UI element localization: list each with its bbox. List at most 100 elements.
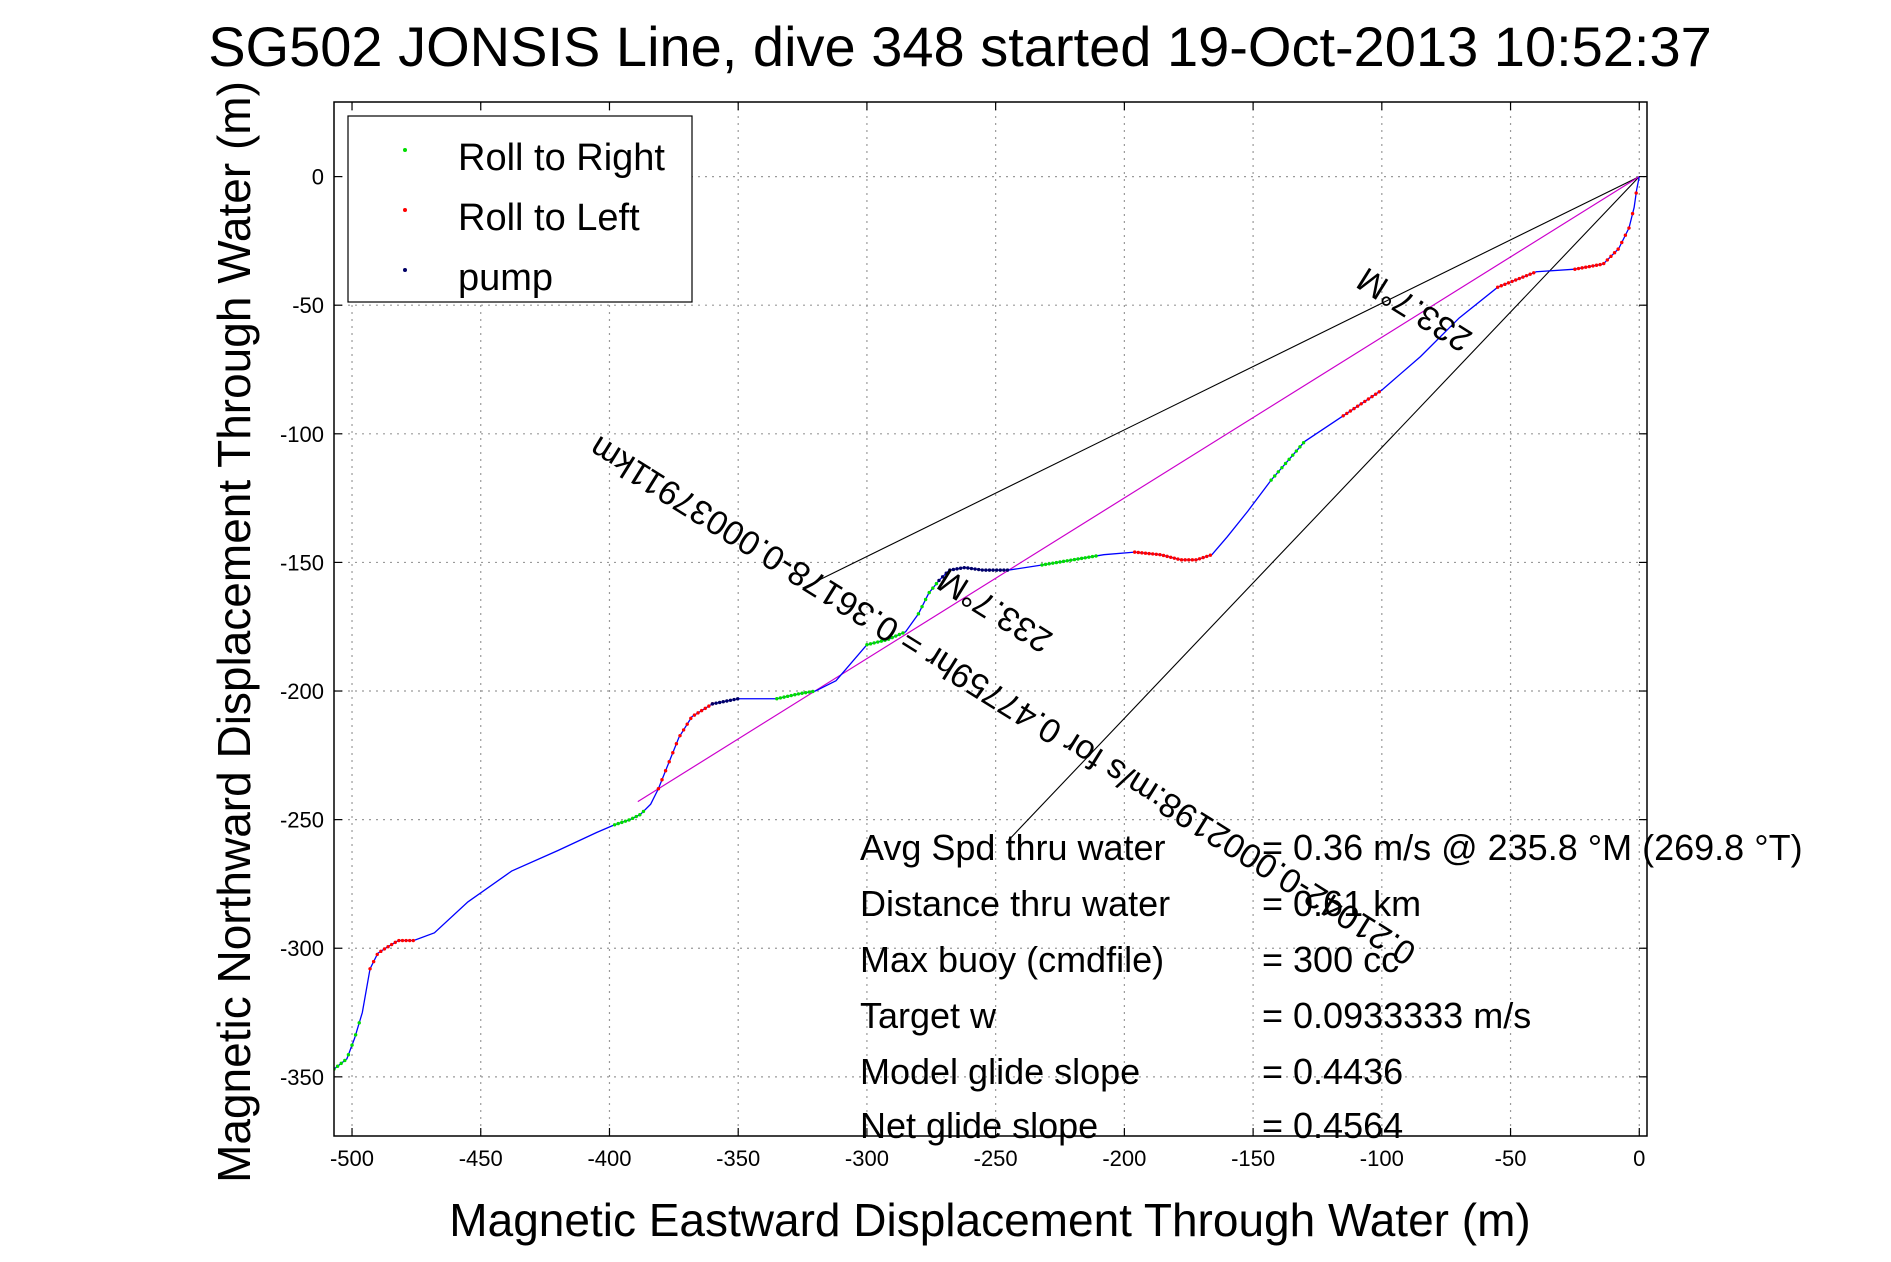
roll-left-point	[1355, 404, 1360, 408]
pump-point	[987, 568, 992, 572]
pump-point	[728, 698, 733, 702]
roll-left-point	[703, 706, 707, 711]
roll-right-point	[927, 590, 931, 595]
roll-left-point	[663, 769, 668, 773]
roll-left-point	[1620, 240, 1624, 245]
pump-point	[948, 568, 952, 572]
pump-point	[973, 567, 977, 571]
net-track-line	[637, 176, 1640, 803]
roll-left-point	[1370, 394, 1374, 399]
x-tick-label: -200	[1102, 1146, 1146, 1171]
roll-right-point	[1076, 557, 1080, 561]
roll-left-point	[1503, 282, 1507, 287]
envelope-line	[1008, 176, 1640, 841]
roll-right-point	[1087, 555, 1091, 559]
y-tick-label: -50	[292, 293, 324, 318]
pump-point	[1002, 568, 1006, 572]
stat-label: Max buoy (cmdfile)	[860, 939, 1164, 980]
roll-right-point	[886, 637, 891, 641]
roll-right-point	[1079, 556, 1084, 561]
y-tick-label: -150	[280, 550, 324, 575]
roll-right-point	[350, 1043, 354, 1047]
roll-left-point	[1154, 552, 1158, 556]
y-tick-label: -100	[280, 422, 324, 447]
y-tick-label: -300	[280, 936, 324, 961]
x-axis-ticks: -500 -450 -400 -350 -300 -250 -200 -150 -100 -50 0	[330, 102, 1645, 1171]
y-tick-label: 0	[312, 165, 324, 190]
roll-right-point	[872, 641, 876, 645]
roll-left-point	[1341, 414, 1345, 418]
roll-left-point	[1172, 556, 1177, 560]
roll-right-point	[1291, 453, 1295, 457]
roll-right-point	[879, 639, 884, 643]
roll-right-point	[901, 631, 905, 635]
roll-right-point	[1090, 554, 1095, 559]
pump-point	[966, 566, 970, 570]
roll-right-point	[339, 1061, 343, 1066]
roll-right-point	[1047, 562, 1051, 566]
roll-left-point	[393, 940, 397, 945]
roll-left-point	[671, 751, 675, 755]
roll-left-point	[1373, 392, 1378, 396]
roll-left-point	[368, 967, 372, 971]
roll-right-point	[1072, 557, 1077, 562]
dive-stats: Avg Spd thru water = 0.36 m/s @ 235.8 °M…	[860, 827, 1803, 1146]
roll-left-point	[667, 760, 671, 764]
x-tick-label: -150	[1231, 1146, 1275, 1171]
roll-right-point	[634, 814, 638, 819]
envelope-lines	[802, 176, 1640, 841]
roll-right-point	[1058, 560, 1062, 564]
roll-left-point	[1165, 554, 1169, 559]
legend-marker-pump	[403, 268, 407, 272]
roll-left-point	[1194, 558, 1198, 562]
roll-right-point	[1069, 558, 1073, 562]
stat-value: = 0.36 m/s @ 235.8 °M (269.8 °T)	[1262, 827, 1803, 868]
roll-right-point	[335, 1064, 340, 1068]
legend-label-roll-left: Roll to Left	[458, 197, 640, 239]
roll-left-point	[1161, 553, 1166, 558]
roll-left-point	[1366, 397, 1371, 401]
stat-value: = 0.0933333 m/s	[1262, 995, 1531, 1036]
roll-left-point	[1201, 555, 1205, 560]
roll-right-point	[343, 1058, 347, 1063]
roll-right-point	[616, 821, 620, 826]
stat-value: = 0.4436	[1262, 1051, 1403, 1092]
pump-point	[735, 697, 740, 701]
roll-left-point	[1205, 554, 1209, 559]
roll-right-point	[1061, 559, 1066, 564]
roll-left-point	[1616, 247, 1620, 251]
roll-left-point	[685, 722, 689, 726]
y-axis-ticks: 0 -50 -100 -150 -200 -250 -300 -350	[280, 165, 1647, 1090]
roll-left-point	[1602, 261, 1606, 266]
roll-right-point	[630, 816, 635, 821]
roll-right-point	[782, 695, 786, 699]
stat-value: = 0.4564	[1262, 1105, 1403, 1146]
roll-left-point	[1517, 276, 1522, 281]
roll-right-point	[1287, 457, 1291, 462]
roll-left-point	[371, 959, 376, 964]
roll-right-point	[1040, 563, 1044, 567]
roll-left-point	[692, 713, 697, 717]
stat-label: Avg Spd thru water	[860, 827, 1166, 868]
x-tick-label: -400	[587, 1146, 631, 1171]
pump-point	[994, 568, 999, 572]
roll-left-point	[1495, 285, 1500, 289]
x-tick-label: -450	[459, 1146, 503, 1171]
roll-right-point	[775, 697, 779, 701]
stat-label: Net glide slope	[860, 1105, 1098, 1146]
roll-left-point	[1179, 558, 1184, 562]
roll-left-point	[1377, 390, 1381, 394]
roll-right-point	[1273, 474, 1277, 478]
roll-left-point	[1587, 264, 1592, 269]
roll-left-point	[1136, 550, 1140, 555]
roll-right-point	[627, 818, 631, 822]
grid	[334, 102, 1647, 1136]
plot-area	[334, 176, 1640, 1071]
roll-right-point	[1051, 561, 1055, 565]
roll-left-point	[1576, 266, 1581, 271]
roll-right-point	[916, 612, 921, 616]
x-tick-label: 0	[1633, 1146, 1645, 1171]
roll-left-point	[411, 938, 415, 943]
roll-right-point	[789, 693, 793, 698]
